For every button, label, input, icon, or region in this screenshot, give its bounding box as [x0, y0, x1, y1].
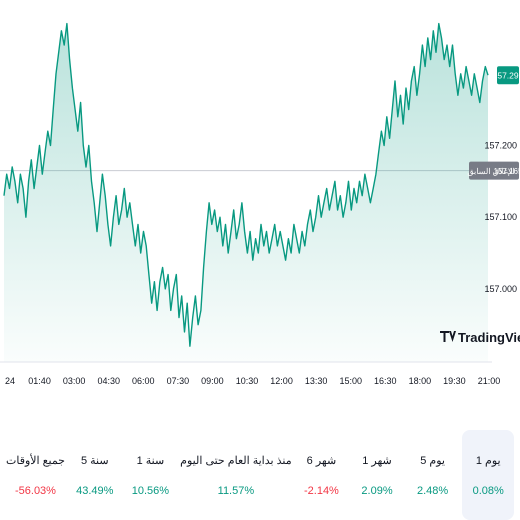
price-line [3, 22, 489, 347]
x-tick-label: 21:00 [478, 376, 501, 386]
tradingview-logo: TradingView [440, 330, 520, 345]
performance-period-value: -56.03% [14, 484, 56, 497]
x-tick-label: 07:30 [167, 376, 190, 386]
performance-period-5[interactable]: 1 سنة 10.56% [125, 430, 177, 520]
y-tick-label: 157.200 [484, 140, 517, 150]
y-tick-label: 157.100 [484, 212, 517, 222]
performance-period-value: 2.48% [417, 484, 449, 497]
x-tick-label: 09:00 [201, 376, 224, 386]
x-tick-label: 12:00 [270, 376, 293, 386]
x-tick-label: 13:30 [305, 376, 328, 386]
x-tick-label: 04:30 [97, 376, 120, 386]
performance-period-3[interactable]: 6 شهر -2.14% [296, 430, 348, 520]
performance-period-7[interactable]: جميع الأوقات -56.03% [6, 430, 65, 520]
performance-period-label: 5 يوم [420, 454, 445, 467]
previous-close-value: 157.165 [494, 167, 520, 176]
performance-period-label: 1 سنة [136, 454, 165, 467]
x-tick-label: 10:30 [236, 376, 259, 386]
x-tick-label: 03:00 [63, 376, 86, 386]
x-tick-label: 19:30 [443, 376, 466, 386]
performance-period-value: 11.57% [217, 484, 255, 497]
performance-period-label: جميع الأوقات [5, 454, 65, 467]
performance-period-label: 5 سنة [80, 454, 109, 467]
x-tick-label: 06:00 [132, 376, 155, 386]
x-tick-label: 18:00 [409, 376, 432, 386]
price-area-fill [4, 23, 488, 362]
y-tick-label: 157.000 [484, 284, 517, 294]
x-tick-label: 24 [5, 376, 15, 386]
performance-period-label: 1 يوم [475, 454, 501, 467]
performance-period-label: 6 شهر [306, 454, 337, 467]
price-chart[interactable]: 24 01:40 03:00 04:30 06:00 07:30 09:00 10:30 12:… [0, 0, 520, 430]
performance-period-value: 10.56% [131, 484, 170, 497]
performance-period-value: 43.49% [76, 484, 114, 497]
x-tick-label: 16:30 [374, 376, 397, 386]
performance-period-2[interactable]: 1 شهر 2.09% [351, 430, 403, 520]
performance-period-value: -2.14% [303, 484, 339, 497]
last-price-label: 157.298 [493, 71, 520, 81]
performance-period-label: منذ بداية العام حتى اليوم [180, 454, 292, 467]
performance-period-1[interactable]: 5 يوم 2.48% [407, 430, 459, 520]
performance-period-6[interactable]: 5 سنة 43.49% [69, 430, 121, 520]
performance-period-0[interactable]: 1 يوم 0.08% [462, 430, 514, 520]
x-tick-label: 01:40 [28, 376, 51, 386]
performance-period-value: 0.08% [472, 484, 504, 497]
performance-period-4[interactable]: منذ بداية العام حتى اليوم 11.57% [180, 430, 291, 520]
tradingview-logo-icon [440, 331, 456, 342]
performance-row: 1 يوم 0.08% 5 يوم 2.48% 1 شهر 2.09% 6 شهر -2.14… [0, 430, 520, 520]
performance-period-label: 1 شهر [362, 454, 392, 467]
performance-period-value: 2.09% [361, 484, 393, 497]
last-price-badge [497, 66, 519, 85]
previous-close-label: الإغلاق السابق [467, 167, 514, 176]
previous-close-badge [469, 161, 519, 180]
tradingview-logo-text: TradingView [458, 330, 520, 345]
x-tick-label: 15:00 [339, 376, 362, 386]
